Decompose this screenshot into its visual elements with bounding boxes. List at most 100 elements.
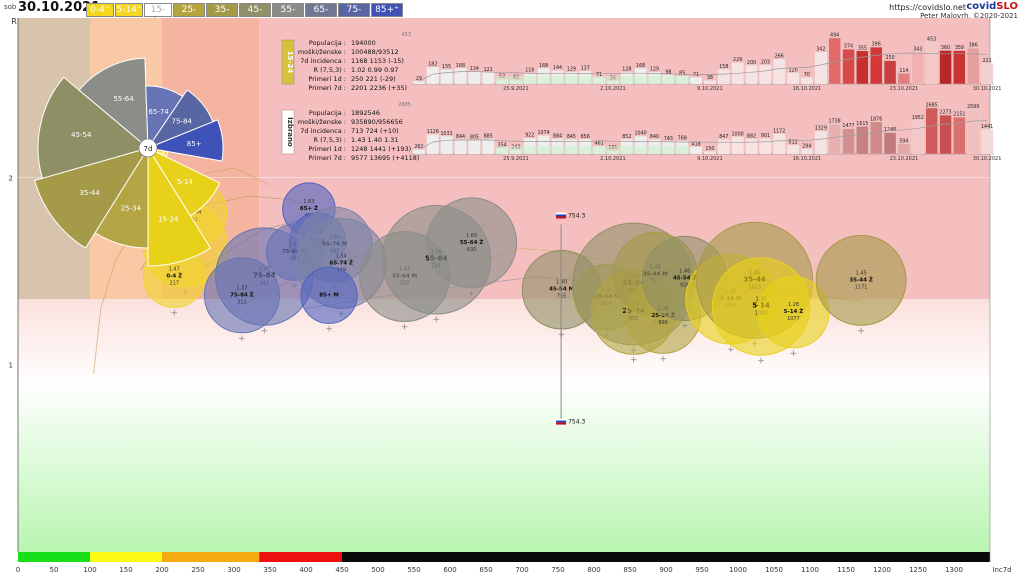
panel-row-key: Populacija : <box>309 39 346 47</box>
bar-value: 355 <box>858 45 867 51</box>
bar <box>482 72 495 85</box>
date-label: 23.10.2021 <box>890 86 919 92</box>
bar-value: 2273 <box>939 110 951 116</box>
panel-tag: 15-24 <box>281 39 295 85</box>
info-panel-15-24: 15-24 Populacija : 194000 moški/ženske : 100… <box>281 32 1001 92</box>
x-tick-label: 1100 <box>801 566 819 574</box>
bar <box>939 114 952 155</box>
bar <box>759 64 772 85</box>
bar-value: 847 <box>719 134 728 140</box>
rose-label: 5-14 <box>177 178 193 186</box>
bar-value: 2685 <box>925 103 937 109</box>
age-button-514[interactable]: 5-14⁺ <box>115 3 143 17</box>
bar <box>870 121 883 155</box>
x-tick-label: 0 <box>16 566 20 574</box>
age-button-85+[interactable]: 85+⁺ <box>371 3 403 17</box>
rose-petal-55-64[interactable]: 55-64 <box>78 57 149 150</box>
panel-row-key: Populacija : <box>309 109 346 117</box>
bar-value: 1615 <box>856 121 868 127</box>
bar <box>468 71 481 85</box>
bar-value: 71 <box>596 72 602 78</box>
bubble-label: 55-64 Ž <box>460 238 484 246</box>
bar <box>842 49 855 85</box>
bar-value: 114 <box>899 68 908 74</box>
rose-petal-45-54[interactable]: 45-54 <box>37 76 150 179</box>
bubble-85+-M[interactable]: +85+ M <box>300 266 358 334</box>
x-tick-label: 250 <box>191 566 204 574</box>
rose-slice[interactable] <box>78 57 149 150</box>
bar-value: 1000 <box>731 131 743 137</box>
bar-value: 844 <box>456 134 465 140</box>
panel-row-value: 250 221 (-29) <box>351 75 396 83</box>
bar-max-label: 2685 <box>398 102 411 108</box>
bubble-value: 630 <box>467 247 477 253</box>
panel-row-value: 713 724 (+10) <box>351 127 399 135</box>
rose-label: 75-84 <box>172 118 193 126</box>
bar <box>426 66 439 85</box>
bar-value: 155 <box>442 64 451 70</box>
bubble-circle[interactable] <box>815 234 907 326</box>
rose-slice[interactable] <box>146 119 224 162</box>
bar-value: 1477 <box>842 123 854 129</box>
bar-value: 768 <box>678 135 687 141</box>
x-tick-label: 350 <box>263 566 276 574</box>
trend-line <box>418 120 988 150</box>
bar-value: 70 <box>804 72 810 78</box>
brand-covid: covid <box>966 1 997 12</box>
bar-value: 342 <box>816 47 825 53</box>
bar <box>773 133 786 155</box>
rose-petal-35-44[interactable]: 35-44 <box>33 147 150 249</box>
bar-value: 901 <box>761 133 770 139</box>
site-url-link[interactable]: https://covidslo.net <box>889 3 966 12</box>
rose-label: 25-34 <box>121 205 142 213</box>
x-tick-label: 150 <box>119 566 132 574</box>
bar <box>703 151 717 155</box>
panel-row-key: Primeri 7d : <box>308 154 346 162</box>
slovenia-flag-marker[interactable]: 754.3 <box>556 418 585 426</box>
age-button-04[interactable]: 0-4⁺ <box>86 3 114 17</box>
bubble-value: 311 <box>237 299 247 305</box>
bar <box>412 149 426 155</box>
panel-row-key: R (7,5,3) : <box>314 136 346 144</box>
date-label: 25.9.2021 <box>503 86 528 92</box>
rose-petal-15-24[interactable]: 15-24 <box>147 146 212 267</box>
bubble-circle[interactable] <box>426 197 518 289</box>
bar-value: 129 <box>650 67 659 73</box>
bar-value: 354 <box>498 142 507 148</box>
date-label: 9.10.2021 <box>697 156 722 162</box>
panel-row-value: 2201 2236 (+35) <box>351 84 407 92</box>
rose-slice[interactable] <box>33 147 150 249</box>
bubble-circle[interactable] <box>203 257 280 334</box>
x-tick-label: 1300 <box>945 566 963 574</box>
rose-petal-85+[interactable]: 85+ <box>146 119 224 162</box>
rose-slice[interactable] <box>37 76 150 179</box>
x-tick-label: 100 <box>83 566 96 574</box>
date-label: 30.10.2021 <box>973 156 1002 162</box>
date-label: 2.10.2021 <box>600 156 625 162</box>
bubble-r: 1.65 <box>466 233 477 239</box>
bar <box>883 60 897 85</box>
x-tick-label: 200 <box>155 566 168 574</box>
bubble-label: 35-44 Ž <box>849 275 873 283</box>
bubble-circle[interactable] <box>300 266 358 324</box>
bar <box>953 116 966 155</box>
bubble-r: 1.28 <box>788 302 799 308</box>
bubble-marker: + <box>238 334 246 344</box>
bar-value: 116 <box>525 68 534 74</box>
bubble-marker: + <box>260 326 268 336</box>
rose-slice[interactable] <box>147 146 212 267</box>
rose-label: 35-44 <box>79 189 100 197</box>
info-panel-Izbrano: Izbrano Populacija : 1892546 moški/ženske :… <box>281 102 1002 162</box>
panel-tag-label: 15-24 <box>286 51 294 74</box>
bar-value: 512 <box>789 140 798 146</box>
bar <box>953 50 966 85</box>
panel-row-value: 194000 <box>351 39 376 47</box>
date-label: 30.10.2021 <box>18 0 101 15</box>
bar-value: 98 <box>665 69 671 75</box>
bar-value: 418 <box>692 141 701 147</box>
slovenia-flag-marker[interactable]: 754.3 <box>556 212 585 219</box>
